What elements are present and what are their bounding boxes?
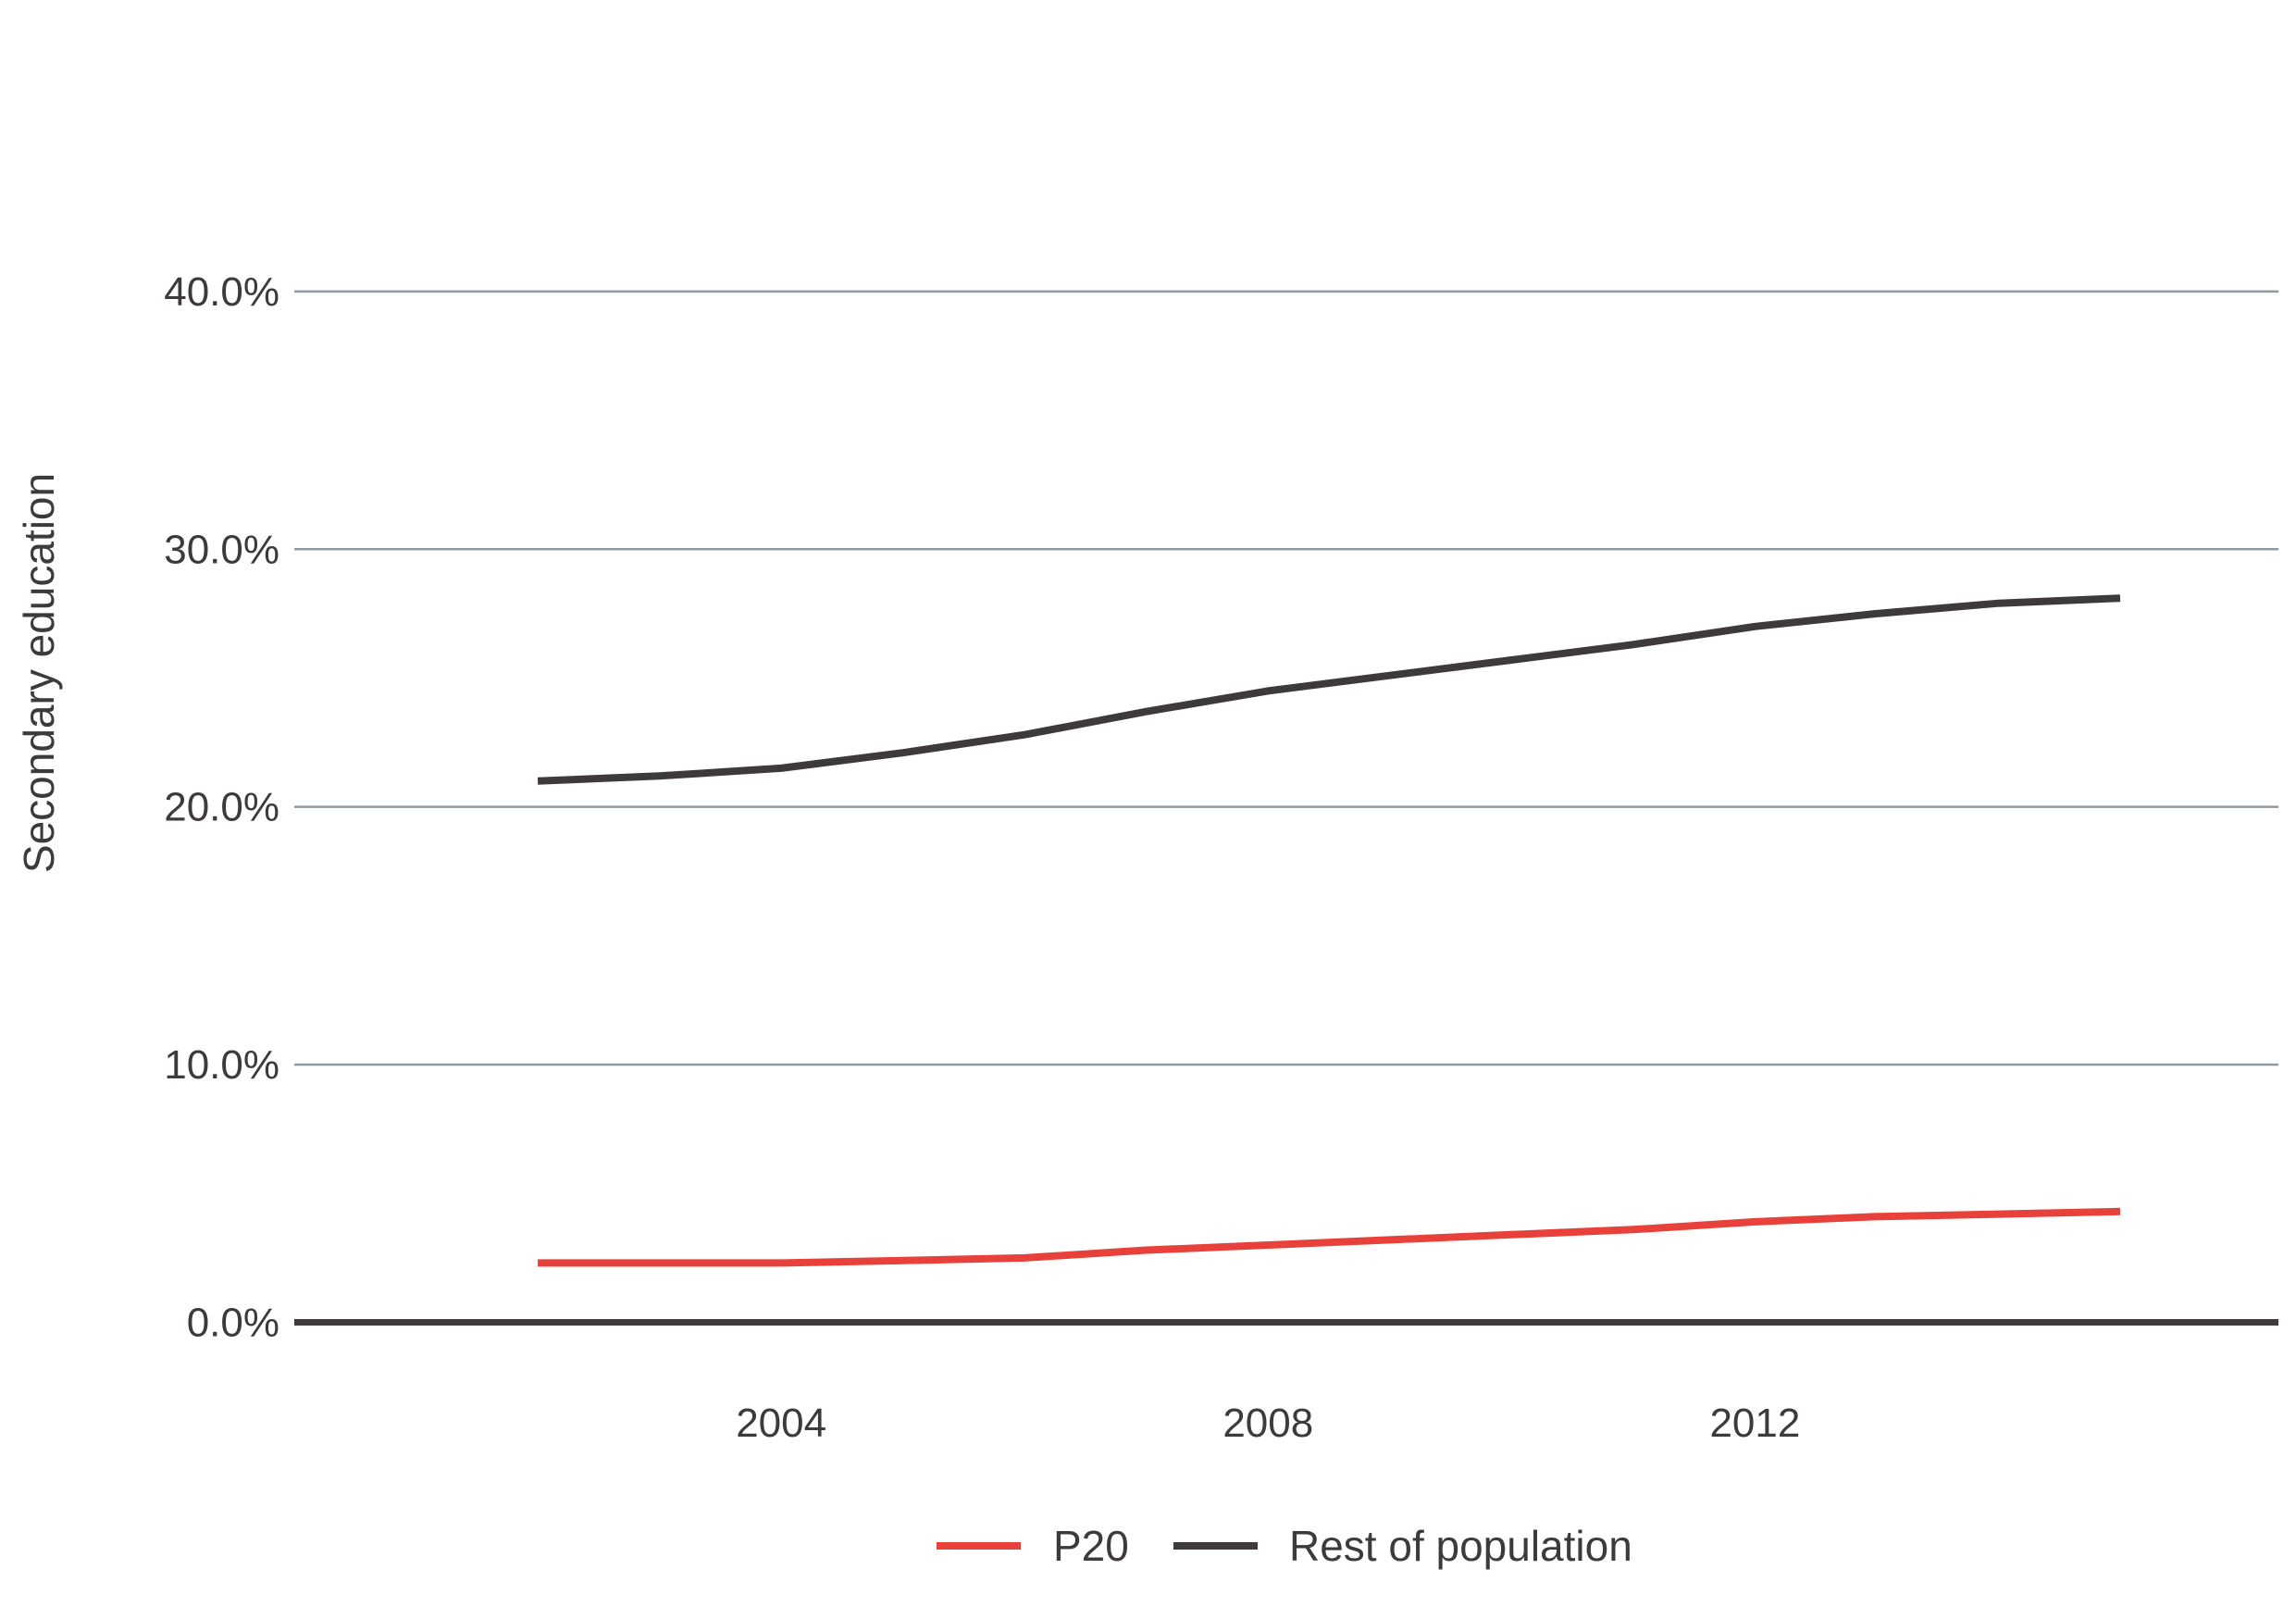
y-tick-label-0-0: 0.0% xyxy=(187,1300,279,1345)
y-axis-tick-labels: 0.0% 10.0% 20.0% 30.0% 40.0% xyxy=(164,269,279,1346)
series-line-p20 xyxy=(538,1207,2121,1267)
series-line-rest-of-population xyxy=(537,594,2121,785)
x-tick-label-2012: 2012 xyxy=(1709,1401,1800,1446)
legend-label-p20: P20 xyxy=(1053,1522,1129,1570)
y-tick-label-30-0: 30.0% xyxy=(164,527,279,572)
y-axis-title: Secondary education xyxy=(15,473,63,873)
gridlines xyxy=(294,290,2278,1066)
series-lines xyxy=(537,594,2121,1267)
legend: P20 Rest of population xyxy=(937,1522,1632,1570)
y-tick-label-20-0: 20.0% xyxy=(164,785,279,830)
x-tick-label-2004: 2004 xyxy=(736,1401,826,1446)
legend-item-p20: P20 xyxy=(937,1522,1129,1570)
y-tick-label-40-0: 40.0% xyxy=(164,269,279,315)
y-tick-label-10-0: 10.0% xyxy=(164,1042,279,1088)
x-tick-label-2008: 2008 xyxy=(1222,1401,1313,1446)
legend-label-rest-of-population: Rest of population xyxy=(1289,1522,1632,1570)
legend-item-rest-of-population: Rest of population xyxy=(1173,1522,1632,1570)
x-axis-tick-labels: 2004 2008 2012 xyxy=(736,1401,1800,1446)
